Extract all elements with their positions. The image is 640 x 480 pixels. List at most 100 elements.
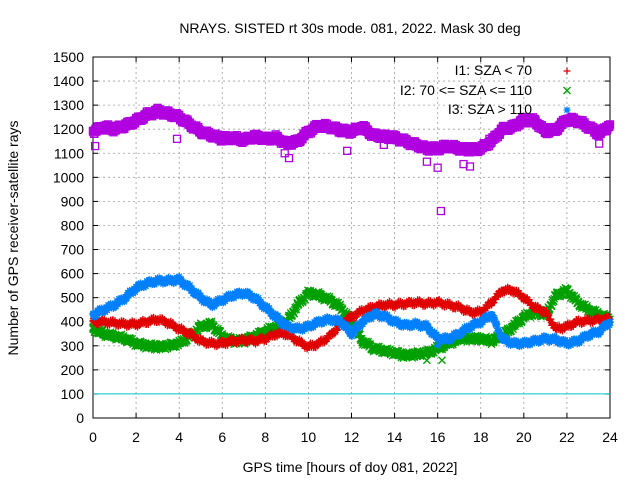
data-point	[423, 323, 431, 331]
data-point	[207, 301, 215, 309]
data-point	[261, 134, 270, 143]
data-point	[89, 311, 97, 319]
data-point	[336, 126, 345, 135]
data-point	[315, 318, 323, 326]
data-point	[423, 300, 431, 308]
legend-label-i3: I3: SZA > 110	[448, 101, 532, 117]
legend: I1: SZA < 70 I2: 70 <= SZA <= 110 I3: SZ…	[400, 62, 571, 117]
data-point	[207, 317, 216, 326]
legend-label-i2: I2: 70 <= SZA <= 110	[400, 82, 532, 98]
y-tick-label: 0	[76, 410, 84, 426]
data-point	[326, 315, 334, 323]
data-point	[283, 330, 291, 338]
data-point	[229, 337, 237, 345]
outlier-point	[422, 157, 432, 166]
data-point	[509, 322, 518, 331]
data-point	[444, 141, 453, 151]
data-point	[228, 133, 238, 142]
outlier-point	[91, 141, 100, 151]
data-point	[111, 301, 119, 309]
data-point	[574, 318, 582, 326]
x-tick-label: 8	[261, 429, 269, 445]
data-point	[519, 312, 528, 321]
y-tick-label: 100	[61, 386, 85, 402]
data-point	[304, 343, 312, 351]
data-point	[520, 339, 528, 347]
data-point	[584, 317, 592, 325]
outlier-point	[465, 162, 475, 171]
data-point	[110, 125, 119, 134]
outlier-point	[436, 206, 446, 216]
data-point	[476, 334, 485, 343]
data-point	[358, 307, 366, 315]
plot-area	[88, 103, 615, 395]
data-point	[584, 331, 592, 339]
data-point	[196, 127, 205, 136]
data-point	[197, 294, 205, 302]
data-point	[294, 325, 302, 333]
data-point	[282, 139, 292, 148]
outlier-point	[284, 153, 294, 163]
x-tick-label: 16	[430, 429, 446, 445]
data-point	[606, 318, 614, 326]
data-point	[229, 291, 237, 299]
data-point	[154, 277, 162, 285]
data-point	[466, 323, 474, 331]
data-point	[390, 133, 399, 142]
data-point	[487, 137, 496, 146]
data-point	[240, 289, 248, 297]
outlier-point	[379, 140, 388, 149]
data-point	[508, 122, 518, 131]
data-point	[433, 144, 442, 153]
data-point	[493, 320, 501, 328]
data-point	[380, 301, 388, 309]
x-tick-label: 24	[602, 429, 618, 445]
data-point	[175, 276, 183, 284]
y-tick-label: 900	[61, 193, 85, 209]
legend-marker-2	[563, 86, 571, 95]
legend-entry-i1: I1: SZA < 70	[455, 62, 533, 78]
data-point	[292, 305, 301, 314]
data-point	[153, 107, 162, 116]
data-point	[325, 296, 334, 305]
data-point	[380, 312, 388, 320]
y-tick-label: 800	[61, 217, 85, 233]
data-point	[207, 339, 215, 347]
data-point	[368, 131, 378, 140]
chart-title: NRAYS. SISTED rt 30s mode. 081, 2022. Ma…	[179, 20, 520, 36]
data-point	[99, 329, 108, 338]
data-point	[444, 301, 452, 309]
data-point	[293, 300, 302, 309]
data-point	[369, 311, 377, 319]
data-point	[175, 113, 184, 122]
data-point	[207, 320, 216, 329]
y-tick-label: 700	[61, 242, 85, 258]
x-tick-label: 6	[218, 429, 226, 445]
data-point	[100, 318, 108, 326]
data-point	[563, 339, 571, 347]
data-point	[488, 298, 496, 306]
x-tick-label: 18	[473, 429, 489, 445]
data-point	[369, 344, 378, 353]
data-point	[369, 303, 377, 311]
data-point	[164, 109, 173, 118]
data-point	[477, 308, 485, 316]
data-point	[562, 115, 572, 124]
data-point	[491, 316, 499, 324]
data-point	[218, 339, 226, 347]
data-point	[131, 116, 141, 125]
outlier-point	[280, 149, 289, 158]
data-point	[455, 144, 464, 153]
y-tick-label: 300	[61, 338, 85, 354]
outlier-point	[434, 342, 442, 350]
data-point	[595, 327, 603, 335]
data-point	[153, 343, 162, 351]
data-point	[530, 116, 539, 125]
data-point	[551, 125, 561, 134]
data-point	[401, 137, 410, 146]
data-point	[294, 337, 302, 345]
data-point	[552, 291, 561, 300]
data-point	[541, 308, 549, 316]
data-point	[251, 337, 259, 345]
y-tick-label: 500	[61, 290, 85, 306]
